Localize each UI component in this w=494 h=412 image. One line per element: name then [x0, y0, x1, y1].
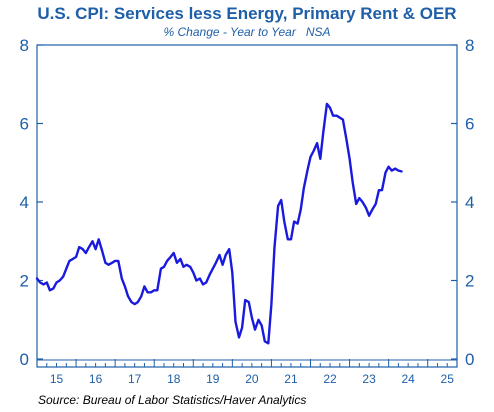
right-y-tick-label: 0: [465, 350, 474, 369]
left-y-tick-label: 4: [20, 193, 29, 212]
source-note: Source: Bureau of Labor Statistics/Haver…: [38, 393, 306, 407]
x-tick-label: 25: [441, 372, 455, 386]
right-y-axis: 0 2 4 6 8: [451, 36, 474, 369]
right-y-tick-label: 6: [465, 115, 474, 134]
x-tick-label: 19: [206, 372, 220, 386]
left-y-tick-label: 0: [20, 350, 29, 369]
right-y-tick-label: 4: [465, 193, 474, 212]
left-y-axis: 0 2 4 6 8: [20, 36, 43, 369]
left-y-tick-label: 2: [20, 272, 29, 291]
chart-subtitle: % Change - Year to Year NSA: [164, 25, 331, 39]
x-tick-label: 22: [323, 372, 337, 386]
x-tick-label: 16: [89, 372, 103, 386]
right-y-tick-label: 2: [465, 272, 474, 291]
left-y-tick-label: 8: [20, 36, 29, 55]
left-y-tick-label: 6: [20, 115, 29, 134]
x-tick-label: 20: [245, 372, 259, 386]
series-line: [35, 102, 403, 345]
plot-frame: [36, 44, 458, 368]
x-tick-label: 23: [362, 372, 376, 386]
x-tick-label: 15: [50, 372, 64, 386]
x-tick-label: 18: [167, 372, 181, 386]
chart-title: U.S. CPI: Services less Energy, Primary …: [37, 4, 456, 23]
right-y-tick-label: 8: [465, 36, 474, 55]
x-tick-label: 21: [284, 372, 298, 386]
x-tick-label: 17: [128, 372, 142, 386]
x-tick-label: 24: [401, 372, 415, 386]
x-axis: 15 16 17 18 19 20 21 22 23 24 25: [36, 359, 458, 386]
